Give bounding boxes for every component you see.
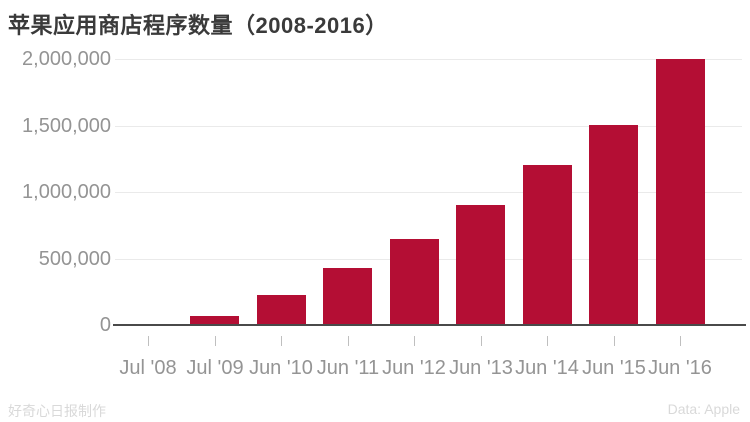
bar xyxy=(390,239,439,325)
y-gridline xyxy=(115,192,742,193)
x-axis-tick-label: Jun '15 xyxy=(582,357,646,379)
bar xyxy=(323,268,372,325)
x-axis-tick xyxy=(680,336,681,346)
x-axis-tick-label: Jun '12 xyxy=(382,357,446,379)
x-axis-tick xyxy=(148,336,149,346)
bar xyxy=(589,125,638,325)
x-axis-tick-label: Jun '10 xyxy=(249,357,313,379)
bar xyxy=(523,165,572,325)
x-axis-tick xyxy=(414,336,415,346)
x-axis-tick-label: Jun '14 xyxy=(515,357,579,379)
y-gridline xyxy=(115,126,742,127)
footer-data-source: Data: Apple xyxy=(667,401,740,417)
footer-credit: 好奇心日报制作 xyxy=(8,403,106,419)
bar xyxy=(190,316,239,325)
bar xyxy=(656,59,705,325)
x-axis-tick-label: Jun '11 xyxy=(316,357,380,379)
x-axis-tick xyxy=(348,336,349,346)
bar xyxy=(257,295,306,325)
x-axis-tick-label: Jun '13 xyxy=(449,357,513,379)
y-axis-tick-label: 1,500,000 xyxy=(22,115,111,137)
chart-title: 苹果应用商店程序数量（2008-2016） xyxy=(8,13,388,38)
y-axis-tick-label: 500,000 xyxy=(38,248,111,270)
x-axis-tick xyxy=(481,336,482,346)
x-axis-tick xyxy=(547,336,548,346)
x-axis-tick xyxy=(215,336,216,346)
y-axis-tick-label: 0 xyxy=(99,314,111,336)
bar xyxy=(456,205,505,325)
x-axis-tick-label: Jul '09 xyxy=(186,357,244,379)
x-axis-tick-label: Jul '08 xyxy=(119,357,177,379)
y-axis-tick-label: 1,000,000 xyxy=(22,181,111,203)
y-axis-tick-label: 2,000,000 xyxy=(22,48,111,70)
x-axis-tick xyxy=(614,336,615,346)
y-gridline xyxy=(115,59,742,60)
x-axis-line xyxy=(113,324,746,326)
x-axis-tick-label: Jun '16 xyxy=(648,357,712,379)
x-axis-tick xyxy=(281,336,282,346)
